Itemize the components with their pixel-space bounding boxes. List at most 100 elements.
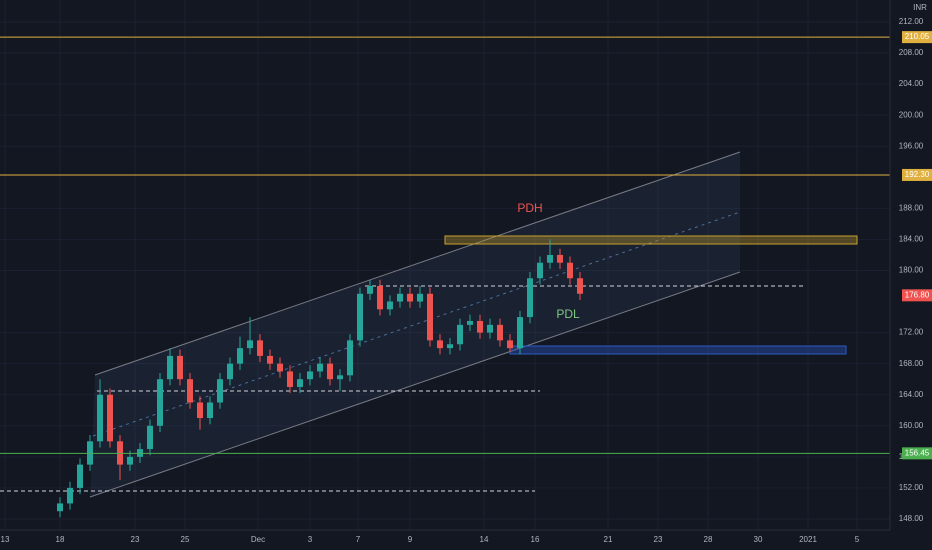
candle-body	[477, 320, 483, 333]
price-label-box	[902, 168, 932, 181]
candle-body	[317, 363, 323, 372]
pdl-zone	[509, 345, 847, 355]
candle-body	[107, 394, 113, 442]
candle-body	[257, 340, 263, 356]
candle-body	[197, 402, 203, 419]
x-tick-label: 2021	[799, 535, 817, 544]
price-label-box	[902, 447, 932, 460]
x-tick-label: 13	[1, 535, 10, 544]
x-tick-label: 30	[754, 535, 763, 544]
candle-body	[377, 286, 383, 310]
candle-body	[507, 340, 513, 349]
x-tick-label: 5	[855, 535, 860, 544]
candle-body	[97, 394, 103, 442]
candle-body	[567, 262, 573, 279]
axes: 148.00152.00156.00160.00164.00168.00172.…	[1, 17, 932, 544]
candle-body	[327, 363, 333, 380]
candle-body	[187, 379, 193, 403]
candle-body	[127, 456, 133, 465]
y-tick-label: 188.00	[899, 203, 924, 212]
candle-body	[397, 293, 403, 302]
candle-body	[417, 293, 423, 302]
candle-body	[307, 371, 313, 380]
candle-body	[367, 286, 373, 294]
candle-body	[517, 317, 523, 349]
channel-mid	[92, 211, 741, 437]
x-tick-label: 23	[131, 535, 140, 544]
plot	[0, 36, 890, 518]
y-tick-label: 212.00	[899, 17, 924, 26]
y-tick-label: 172.00	[899, 328, 924, 337]
price-label: 210.05	[905, 32, 930, 41]
time-axis	[0, 530, 932, 550]
y-tick-label: 204.00	[899, 79, 924, 88]
candle-body	[67, 487, 73, 504]
y-tick-label: 180.00	[899, 266, 924, 275]
candle-body	[247, 340, 253, 349]
candle-body	[537, 262, 543, 279]
y-tick-label: 164.00	[899, 390, 924, 399]
candle-body	[427, 293, 433, 341]
x-tick-label: 21	[604, 535, 613, 544]
candle-body	[487, 324, 493, 333]
x-tick-label: 14	[480, 535, 489, 544]
candle-body	[267, 355, 273, 364]
candle-body	[167, 355, 173, 380]
price-label: 192.30	[905, 170, 930, 179]
x-tick-label: 18	[56, 535, 65, 544]
grid	[0, 0, 890, 530]
candle-body	[457, 324, 463, 345]
channel-fill	[90, 152, 740, 497]
x-tick-label: 3	[308, 535, 313, 544]
candle-body	[217, 379, 223, 403]
annotation: PDL	[556, 307, 580, 321]
pdh-zone	[444, 235, 858, 245]
candle-body	[157, 379, 163, 426]
y-tick-label: 160.00	[899, 421, 924, 430]
candle-body	[207, 402, 213, 419]
x-tick-label: 9	[408, 535, 413, 544]
candle-body	[57, 503, 63, 512]
candle-body	[277, 363, 283, 372]
candle-body	[237, 348, 243, 364]
y-tick-label: 196.00	[899, 141, 924, 150]
candle-body	[357, 293, 363, 341]
x-tick-label: Dec	[251, 535, 265, 544]
candle-body	[547, 254, 553, 263]
y-tick-label: 208.00	[899, 48, 924, 57]
price-label-box	[902, 31, 932, 44]
annotation: PDH	[517, 201, 542, 215]
candle-body	[577, 278, 583, 294]
candle-body	[467, 320, 473, 325]
price-label: 156.45	[905, 448, 930, 457]
price-label-box	[902, 289, 932, 302]
candle-body	[297, 379, 303, 387]
candle-body	[497, 324, 503, 341]
x-tick-label: 28	[704, 535, 713, 544]
y-tick-label: 168.00	[899, 359, 924, 368]
candle-body	[407, 293, 413, 302]
candle-body	[287, 371, 293, 387]
price-label: 176.80	[905, 290, 930, 299]
candle-body	[337, 375, 343, 380]
x-tick-label: 23	[654, 535, 663, 544]
candle-body	[437, 340, 443, 349]
x-tick-label: 7	[356, 535, 361, 544]
candle-body	[177, 355, 183, 380]
candle-body	[347, 340, 353, 376]
y-tick-label: 152.00	[899, 483, 924, 492]
channel-lower	[89, 271, 741, 498]
candle-body	[557, 254, 563, 263]
x-tick-label: 16	[531, 535, 540, 544]
candle-body	[387, 301, 393, 310]
y-tick-label: 148.00	[899, 514, 924, 523]
candle-body	[527, 278, 533, 318]
candle-body	[77, 464, 83, 488]
currency: INR	[913, 3, 927, 12]
candle-body	[447, 344, 453, 349]
y-tick-label: 200.00	[899, 110, 924, 119]
x-tick-label: 25	[181, 535, 190, 544]
y-tick-label: 184.00	[899, 235, 924, 244]
